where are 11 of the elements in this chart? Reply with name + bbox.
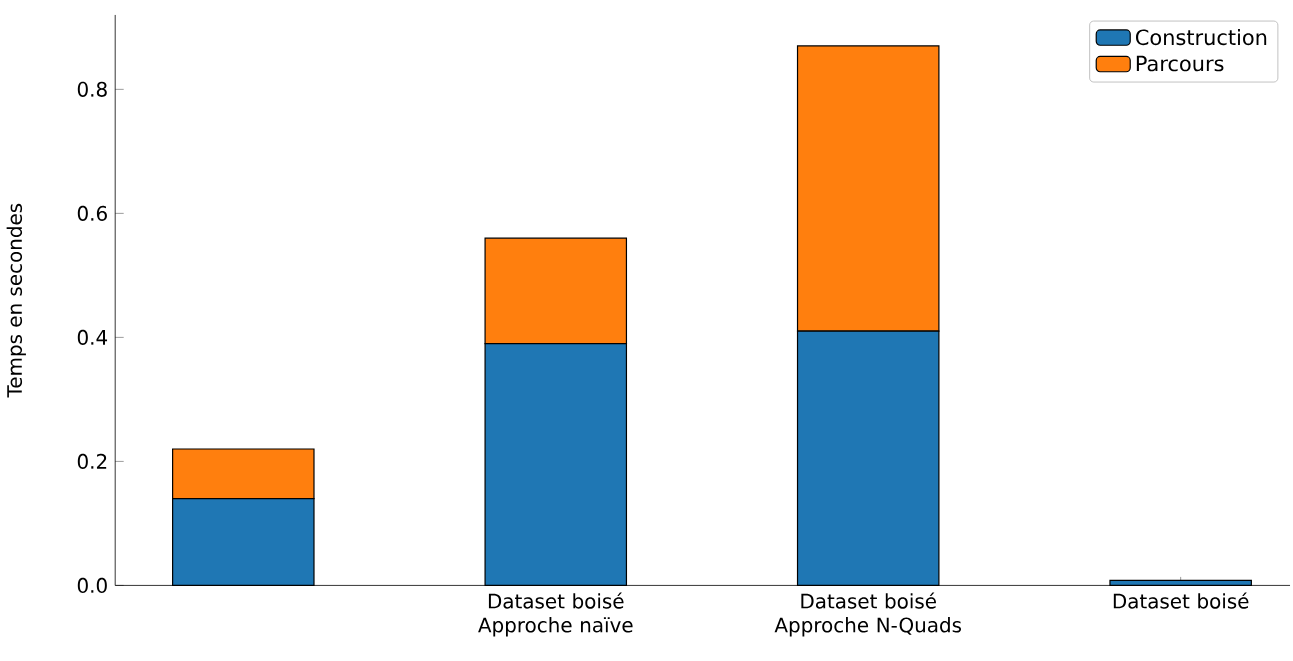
y-tick-label: 0.0 — [77, 577, 107, 593]
y-tick-label: 0.2 — [77, 453, 107, 469]
y-axis-title: Temps en secondes — [6, 203, 26, 398]
y-tick-label: 0.6 — [77, 205, 107, 221]
y-tick-label: 0.8 — [77, 81, 107, 97]
y-tick-label: 0.4 — [77, 329, 108, 345]
x-tick-label: Dataset boisé Approche N-Quads — [774, 592, 962, 637]
legend-label: Construction — [1135, 29, 1267, 46]
x-tick-label: Dataset boisé Approche naïve — [478, 592, 633, 637]
x-tick-label: Dataset boisé — [1113, 592, 1249, 609]
legend-label: Parcours — [1136, 55, 1224, 72]
